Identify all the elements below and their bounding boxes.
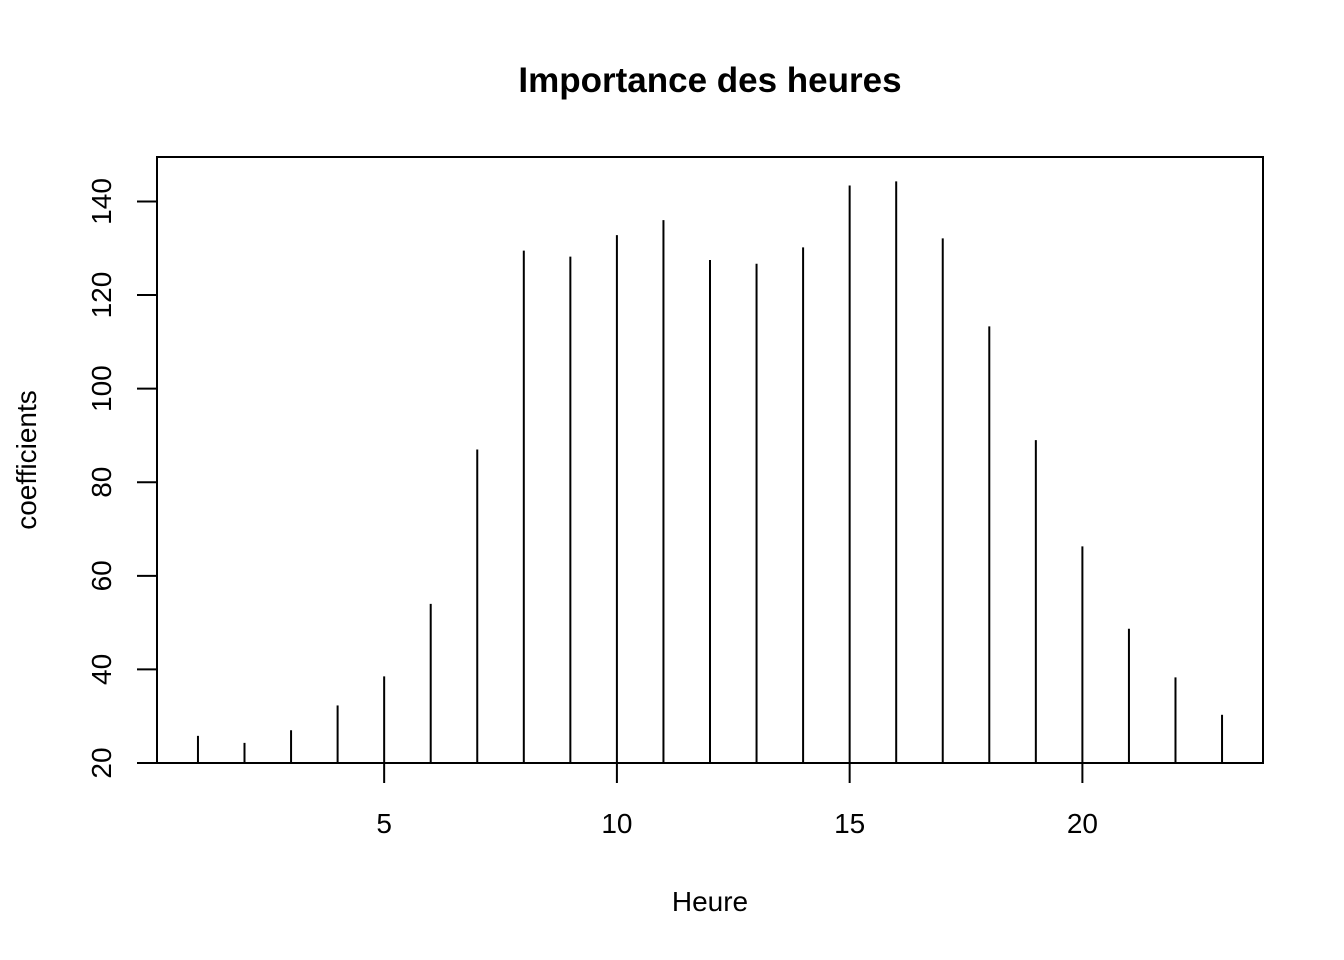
x-tick-label-10: 10 (601, 808, 632, 839)
x-tick-label-15: 15 (834, 808, 865, 839)
x-axis-label: Heure (672, 886, 748, 917)
y-axis: 20 40 60 80 100 120 140 (86, 178, 157, 779)
y-tick-label-20: 20 (86, 747, 117, 778)
x-tick-label-5: 5 (376, 808, 392, 839)
y-tick-label-40: 40 (86, 654, 117, 685)
data-spikes (196, 181, 1224, 763)
x-tick-label-20: 20 (1067, 808, 1098, 839)
y-tick-label-120: 120 (86, 272, 117, 319)
y-tick-label-60: 60 (86, 560, 117, 591)
y-tick-label-100: 100 (86, 365, 117, 412)
chart-title: Importance des heures (518, 61, 901, 100)
x-axis: 5 10 15 20 (376, 763, 1098, 839)
y-tick-label-140: 140 (86, 178, 117, 225)
y-axis-label: coefficients (11, 390, 42, 530)
y-tick-label-80: 80 (86, 467, 117, 498)
